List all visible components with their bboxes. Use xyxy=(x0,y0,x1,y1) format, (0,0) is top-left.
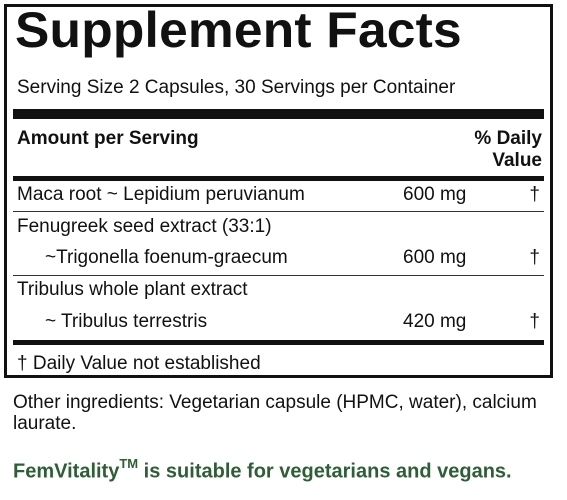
serving-size: Serving Size 2 Capsules, 30 Servings per… xyxy=(17,77,456,98)
divider-thin xyxy=(13,211,544,212)
trademark-symbol: TM xyxy=(119,456,139,471)
daily-value-header-line1: % Daily xyxy=(474,128,542,149)
daily-value-dagger: † xyxy=(529,247,540,268)
supplement-facts-panel: Supplement Facts Serving Size 2 Capsules… xyxy=(4,2,553,378)
daily-value-header-line2: Value xyxy=(492,150,542,171)
amount-per-serving-header: Amount per Serving xyxy=(17,128,199,149)
other-ingredients: Other ingredients: Vegetarian capsule (H… xyxy=(13,392,537,434)
daily-value-footnote: † Daily Value not established xyxy=(17,353,261,374)
ingredient-amount: 600 mg xyxy=(403,184,467,205)
divider-thin xyxy=(13,275,544,276)
vegetarian-note-text: is suitable for vegetarians and vegans. xyxy=(138,460,512,483)
vegetarian-note: FemVitalityTM is suitable for vegetarian… xyxy=(13,456,512,484)
ingredient-amount: 420 mg xyxy=(403,311,467,332)
ingredient-name: Fenugreek seed extract (33:1) xyxy=(17,216,272,237)
panel-title: Supplement Facts xyxy=(15,2,462,58)
ingredient-name: Tribulus whole plant extract xyxy=(17,279,248,300)
brand-name: FemVitality xyxy=(13,460,120,483)
ingredient-name: Maca root ~ Lepidium peruvianum xyxy=(17,184,305,205)
divider-thick xyxy=(13,109,544,119)
divider-medium xyxy=(13,176,544,181)
daily-value-dagger: † xyxy=(529,184,540,205)
daily-value-dagger: † xyxy=(529,311,540,332)
divider-medium xyxy=(13,340,544,345)
ingredient-botanical-name: ~ Tribulus terrestris xyxy=(45,311,208,332)
ingredient-amount: 600 mg xyxy=(403,247,467,268)
daily-value-header: % Daily Value xyxy=(474,128,542,172)
ingredient-botanical-name: ~Trigonella foenum-graecum xyxy=(45,247,288,268)
